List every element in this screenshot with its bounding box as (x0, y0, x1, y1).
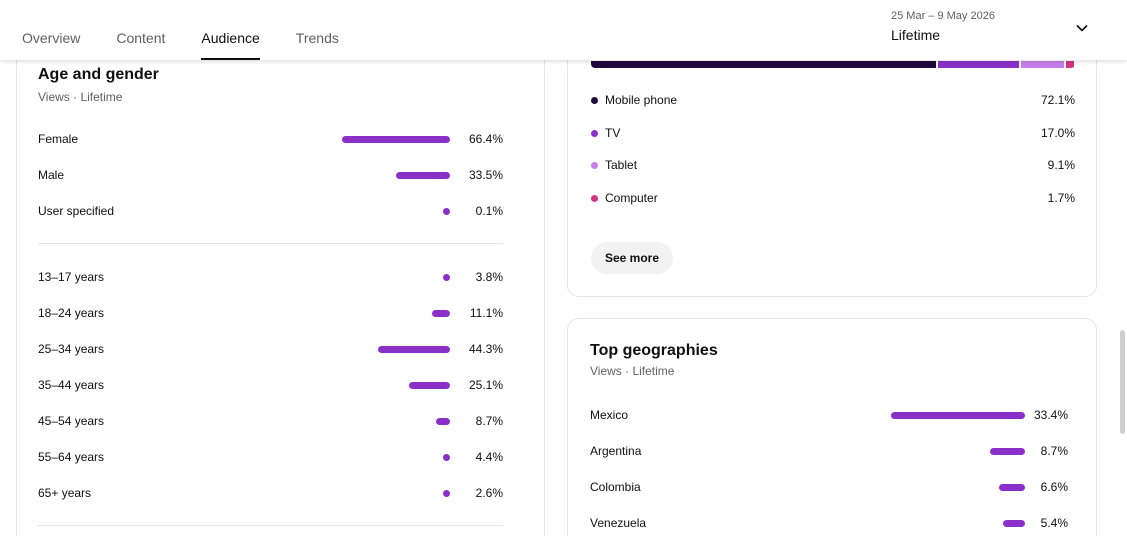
tab-bar: Overview Content Audience Trends (22, 0, 375, 60)
age-row-bar (409, 382, 450, 389)
geography-row: Venezuela 5.4% (568, 513, 1096, 533)
age-row-value: 25.1% (468, 378, 503, 392)
see-more-button[interactable]: See more (591, 242, 673, 274)
gender-row-label: Male (38, 168, 65, 182)
age-row-label: 45–54 years (38, 414, 105, 428)
age-row-label: 35–44 years (38, 378, 105, 392)
age-row: 65+ years 2.6% (17, 483, 544, 503)
age-row-label: 18–24 years (38, 306, 105, 320)
age-row-label: 13–17 years (38, 270, 105, 284)
legend-dot (591, 97, 598, 104)
analytics-header: Overview Content Audience Trends 25 Mar … (0, 0, 1127, 60)
device-value: 9.1% (1047, 158, 1075, 172)
tab-content[interactable]: Content (116, 30, 166, 46)
geography-row-label: Venezuela (590, 516, 647, 530)
device-legend-item: TV 17.0% (591, 124, 1075, 144)
device-label: Computer (605, 190, 658, 205)
geography-row-bar (999, 484, 1025, 491)
tab-overview[interactable]: Overview (22, 30, 81, 46)
geography-row-value: 8.7% (1040, 444, 1068, 458)
legend-dot (591, 129, 598, 137)
chevron-down-icon[interactable] (1074, 20, 1090, 36)
geography-row: Colombia 6.6% (568, 477, 1096, 497)
age-row-value: 44.3% (468, 342, 503, 356)
geography-row-bar (891, 412, 1025, 419)
age-row: 55–64 years 4.4% (17, 447, 544, 467)
gender-row-value: 0.1% (475, 204, 503, 218)
device-segment (591, 61, 936, 68)
gender-row-bar (443, 208, 450, 215)
geography-row: Mexico 33.4% (568, 405, 1096, 425)
geographies-title: Top geographies (590, 342, 718, 359)
gender-row-label: User specified (38, 204, 115, 218)
device-value: 72.1% (1040, 93, 1075, 107)
scrollbar[interactable] (1120, 330, 1125, 434)
tab-trends[interactable]: Trends (295, 30, 339, 46)
geography-row-value: 5.4% (1040, 516, 1068, 530)
age-row-value: 8.7% (475, 414, 503, 428)
divider (38, 525, 503, 526)
device-label: Mobile phone (605, 93, 678, 107)
gender-row-bar (396, 172, 450, 179)
divider (38, 243, 503, 244)
geography-row: Argentina 8.7% (568, 441, 1096, 461)
gender-row-value: 33.5% (468, 168, 503, 182)
age-row-bar (378, 346, 450, 353)
gender-row: Female 66.4% (17, 129, 544, 149)
age-row-bar (443, 274, 450, 281)
device-segment (938, 61, 1019, 68)
geography-row-value: 33.4% (1033, 408, 1068, 422)
legend-dot (591, 162, 598, 169)
age-gender-subtitle: Views · Lifetime (38, 90, 123, 104)
period-label: Lifetime (891, 27, 941, 43)
geography-row-label: Mexico (590, 408, 629, 422)
age-gender-card: Age and gender Views · Lifetime Female 66… (16, 40, 545, 536)
device-legend-item: Tablet 9.1% (591, 156, 1075, 176)
age-row: 35–44 years 25.1% (17, 375, 544, 395)
age-row: 45–54 years 8.7% (17, 411, 544, 431)
geography-row-bar (990, 448, 1025, 455)
device-type-card: Mobile phone 72.1% TV 17.0% Tablet 9.1% Comput… (567, 20, 1097, 297)
device-segment (1021, 61, 1064, 68)
device-legend-item: Mobile phone 72.1% (591, 91, 1075, 111)
gender-row-value: 66.4% (468, 132, 503, 146)
age-row: 25–34 years 44.3% (17, 339, 544, 359)
device-label: TV (605, 125, 621, 140)
geography-row-label: Argentina (590, 444, 642, 458)
age-row-label: 65+ years (38, 486, 92, 500)
geographies-subtitle: Views · Lifetime (590, 364, 675, 378)
date-range-selector[interactable]: 25 Mar – 9 May 2026 Lifetime (891, 10, 995, 43)
age-row-bar (443, 454, 450, 461)
device-value: 17.0% (1040, 125, 1075, 140)
age-row-value: 3.8% (475, 270, 503, 284)
legend-dot (591, 194, 598, 202)
gender-row-bar (342, 136, 450, 143)
age-row-label: 55–64 years (38, 450, 105, 464)
age-row: 18–24 years 11.1% (17, 303, 544, 323)
gender-row: Male 33.5% (17, 165, 544, 185)
geography-row-label: Colombia (590, 480, 641, 494)
device-legend-item: Computer 1.7% (591, 189, 1075, 209)
age-row-bar (443, 490, 450, 497)
device-segment (1066, 61, 1074, 68)
age-row-value: 2.6% (475, 486, 503, 500)
device-value: 1.7% (1047, 190, 1075, 205)
date-range-text: 25 Mar – 9 May 2026 (891, 10, 995, 22)
device-label: Tablet (605, 158, 638, 172)
device-stacked-bar (591, 61, 1075, 68)
tab-audience[interactable]: Audience (201, 0, 261, 60)
age-row-value: 4.4% (475, 450, 503, 464)
age-row: 13–17 years 3.8% (17, 267, 544, 287)
geography-row-value: 6.6% (1040, 480, 1068, 494)
age-gender-title: Age and gender (38, 66, 159, 83)
geography-row-bar (1003, 520, 1025, 527)
age-row-bar (432, 310, 450, 317)
gender-row-label: Female (38, 132, 79, 146)
top-geographies-card: Top geographies Views · Lifetime Mexico 3… (567, 318, 1097, 536)
age-row-label: 25–34 years (38, 342, 105, 356)
age-row-value: 11.1% (469, 306, 503, 320)
age-row-bar (436, 418, 450, 425)
gender-row: User specified 0.1% (17, 201, 544, 221)
